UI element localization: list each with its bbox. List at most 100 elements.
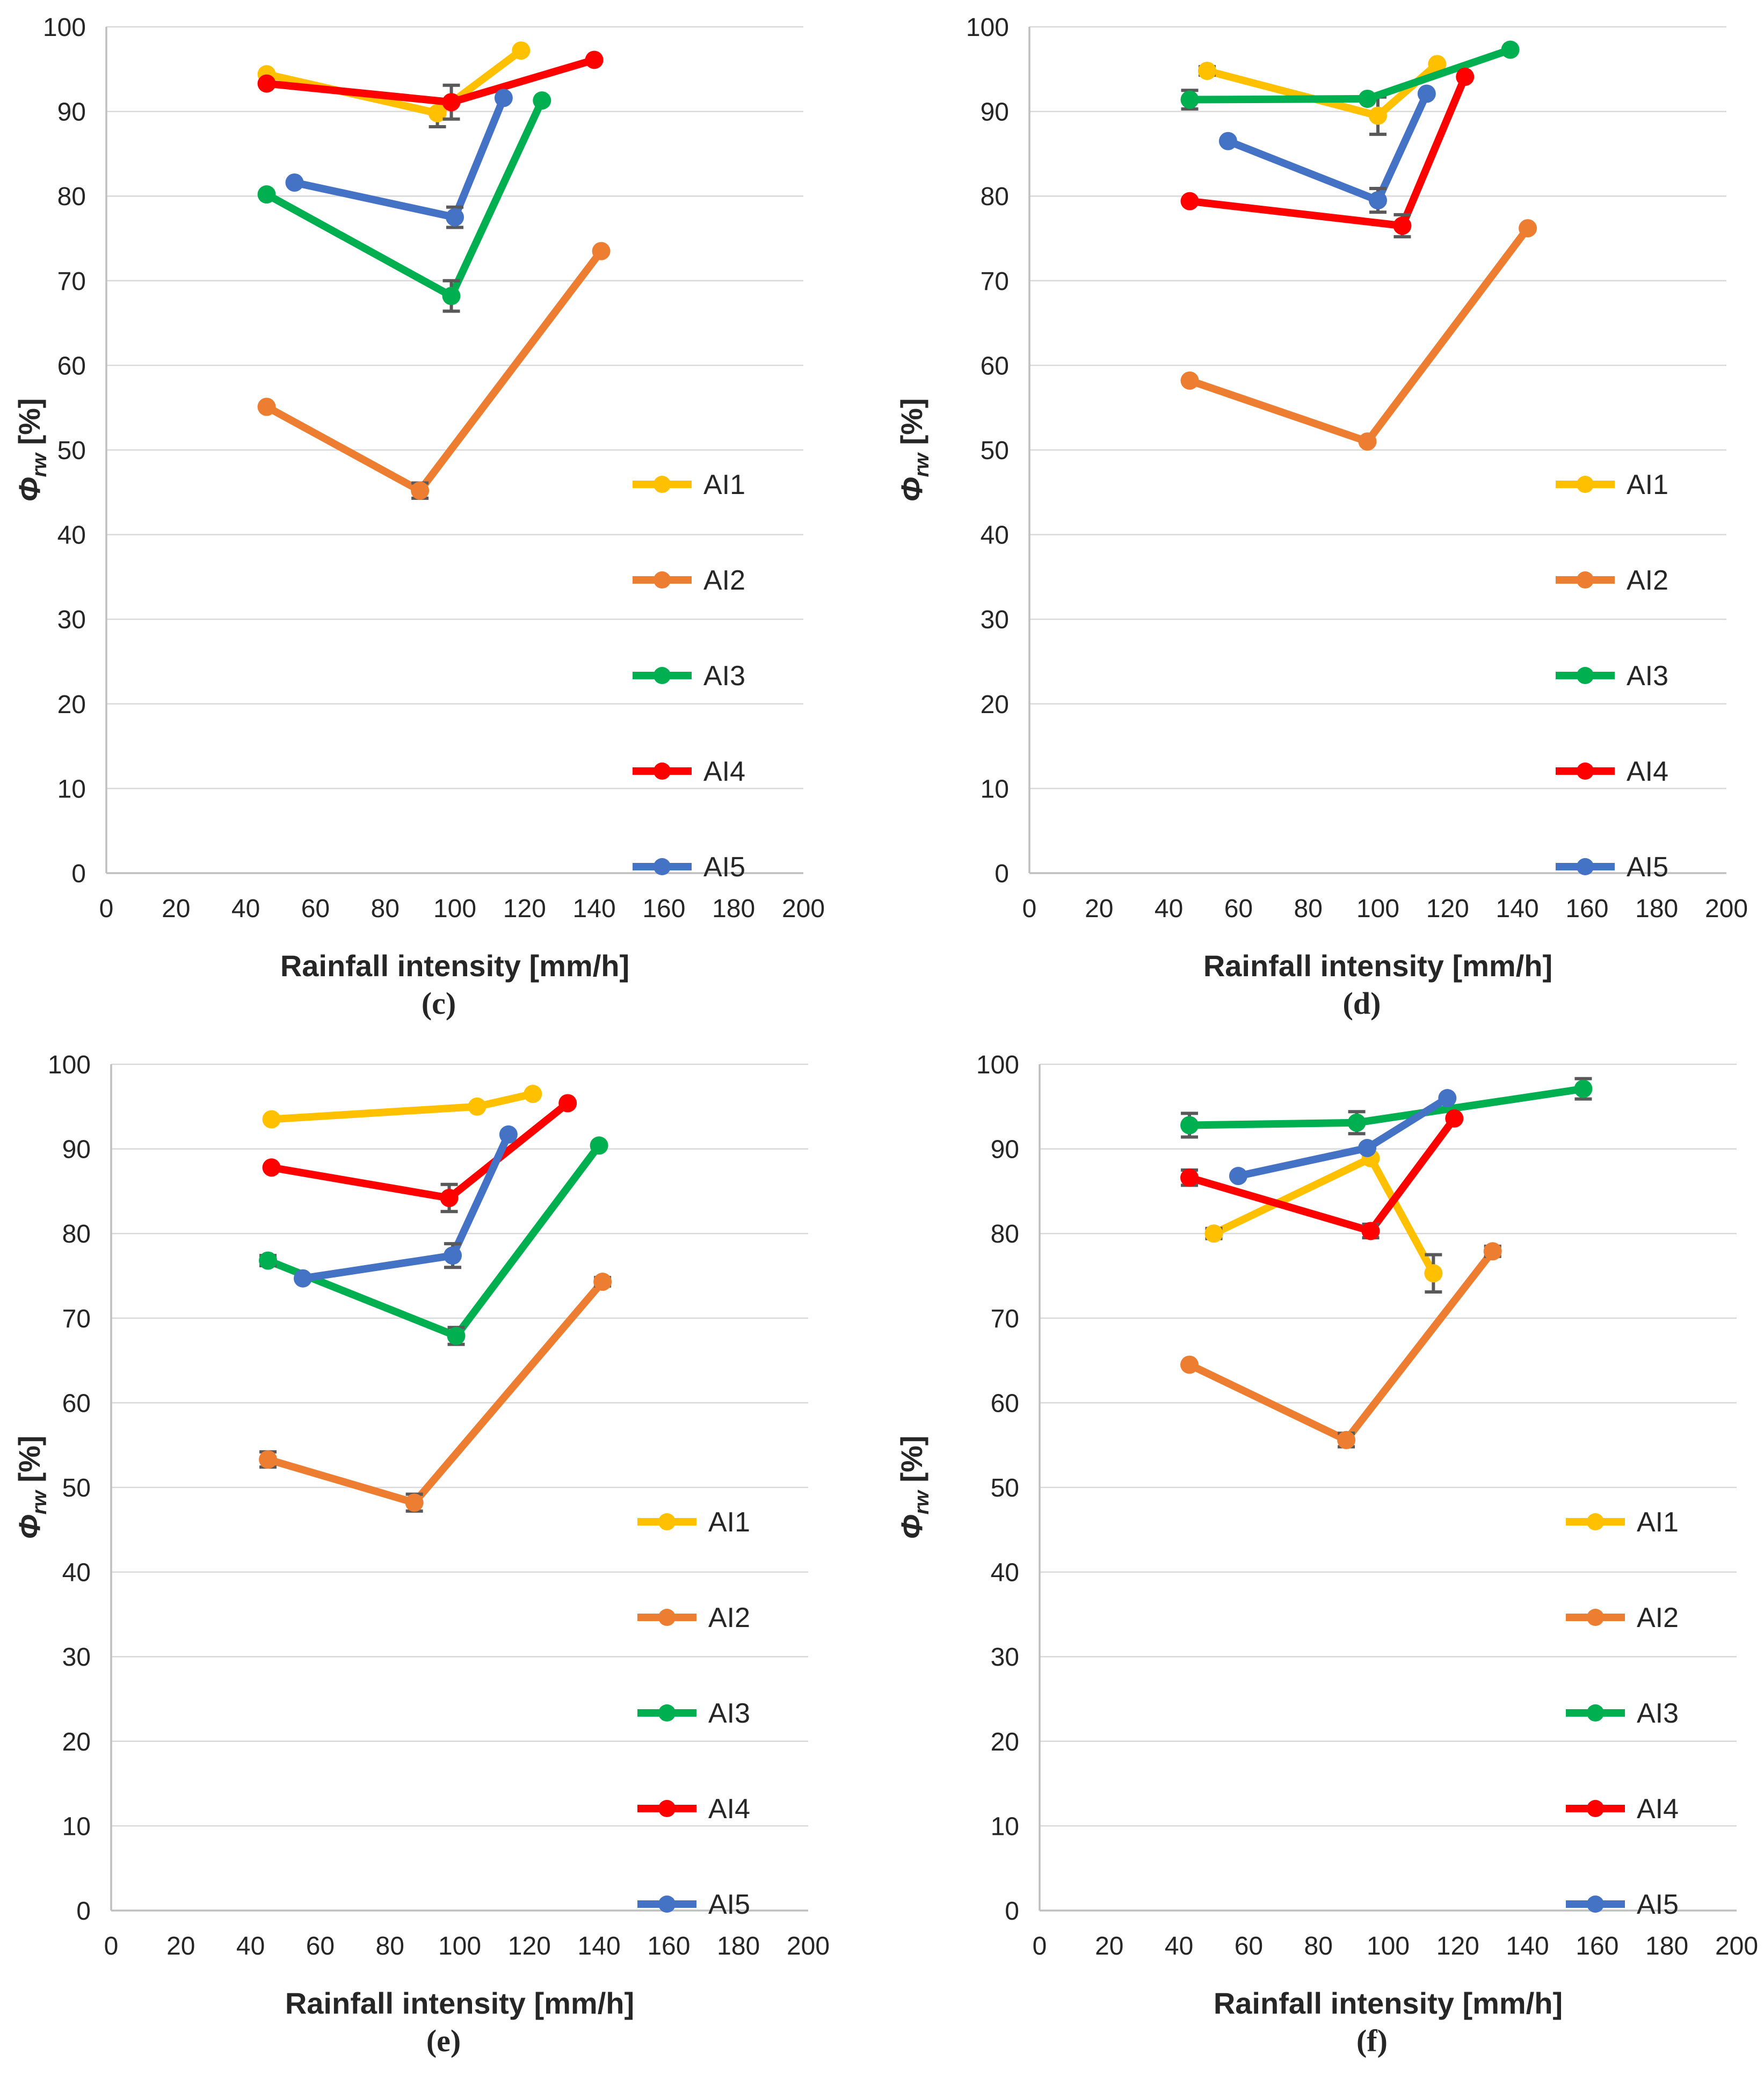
data-point-AI1-2 bbox=[1428, 55, 1447, 74]
y-tick-label-80: 80 bbox=[62, 1220, 91, 1248]
legend-label-AI4: AI4 bbox=[1637, 1793, 1679, 1825]
data-point-AI5-0 bbox=[293, 1269, 312, 1288]
data-point-AI2-0 bbox=[1180, 371, 1199, 390]
x-tick-label-0: 0 bbox=[99, 895, 114, 923]
panel-caption-e: (e) bbox=[426, 2023, 461, 2058]
legend-label-AI3: AI3 bbox=[708, 1698, 750, 1729]
data-point-AI2-2 bbox=[593, 1273, 612, 1291]
data-point-AI2-1 bbox=[411, 481, 430, 500]
legend-label-AI3: AI3 bbox=[1627, 660, 1668, 692]
panel-caption-c: (c) bbox=[422, 986, 456, 1021]
x-tick-label-140: 140 bbox=[578, 1932, 621, 1960]
series-line-AI2 bbox=[1186, 1247, 1497, 1444]
x-tick-label-0: 0 bbox=[104, 1932, 119, 1960]
chart-svg-e: 0 10 20 30 40 50 60 70 80 90 100 0 20 40 60 80 100 120 140… bbox=[12, 1051, 830, 2058]
y-tick-label-50: 50 bbox=[57, 437, 86, 465]
series-line-AI5 bbox=[299, 1130, 512, 1282]
data-point-AI5-1 bbox=[446, 208, 464, 227]
data-point-AI4-1 bbox=[442, 93, 461, 112]
y-tick-label-100: 100 bbox=[976, 1051, 1019, 1079]
x-tick-label-160: 160 bbox=[647, 1932, 690, 1960]
legend-label-AI4: AI4 bbox=[1627, 756, 1668, 787]
x-tick-label-160: 160 bbox=[642, 895, 685, 923]
y-axis-title: Φrw [%] bbox=[12, 1435, 51, 1539]
y-tick-label-10: 10 bbox=[981, 775, 1009, 803]
data-point-AI5-2 bbox=[499, 1125, 518, 1144]
legend-marker-AI2 bbox=[1587, 1609, 1604, 1626]
data-point-AI2-2 bbox=[1519, 219, 1537, 238]
series-line-AI5 bbox=[291, 94, 507, 221]
x-tick-label-180: 180 bbox=[717, 1932, 760, 1960]
x-tick-label-20: 20 bbox=[166, 1932, 195, 1960]
legend-label-AI1: AI1 bbox=[1637, 1507, 1679, 1538]
x-tick-label-100: 100 bbox=[1356, 895, 1399, 923]
x-tick-label-40: 40 bbox=[231, 895, 260, 923]
data-point-AI4-2 bbox=[558, 1094, 577, 1113]
y-tick-label-10: 10 bbox=[57, 775, 86, 803]
data-point-AI5-0 bbox=[285, 173, 304, 192]
legend-marker-AI2 bbox=[1577, 571, 1594, 589]
series-line-AI1 bbox=[263, 47, 525, 117]
data-point-AI4-0 bbox=[1180, 1168, 1199, 1187]
y-tick-label-30: 30 bbox=[57, 606, 86, 634]
y-tick-label-100: 100 bbox=[966, 13, 1009, 42]
data-point-AI5-0 bbox=[1229, 1167, 1247, 1186]
panel-caption-d: (d) bbox=[1343, 986, 1381, 1021]
series-line-AI5 bbox=[1224, 90, 1431, 205]
legend-marker-AI2 bbox=[654, 571, 671, 589]
x-tick-label-80: 80 bbox=[1304, 1932, 1333, 1960]
x-axis-title: Rainfall intensity [mm/h] bbox=[1203, 949, 1552, 983]
y-tick-label-0: 0 bbox=[1005, 1897, 1019, 1926]
y-tick-label-30: 30 bbox=[981, 606, 1009, 634]
legend-label-AI2: AI2 bbox=[1637, 1602, 1679, 1633]
y-tick-label-20: 20 bbox=[57, 691, 86, 719]
legend-marker-AI3 bbox=[1577, 667, 1594, 684]
legend-label-AI2: AI2 bbox=[1627, 565, 1668, 596]
y-tick-label-50: 50 bbox=[991, 1474, 1019, 1502]
data-point-AI1-1 bbox=[428, 104, 447, 122]
data-point-AI4-1 bbox=[1361, 1222, 1380, 1240]
x-tick-label-100: 100 bbox=[1367, 1932, 1410, 1960]
data-point-AI1-1 bbox=[468, 1097, 487, 1116]
y-tick-label-60: 60 bbox=[981, 352, 1009, 380]
data-point-AI3-0 bbox=[1180, 90, 1199, 109]
y-tick-label-50: 50 bbox=[981, 437, 1009, 465]
legend-marker-AI4 bbox=[654, 762, 671, 780]
data-point-AI1-1 bbox=[1369, 106, 1387, 125]
y-tick-label-80: 80 bbox=[981, 183, 1009, 211]
data-point-AI3-0 bbox=[257, 185, 276, 204]
data-point-AI2-0 bbox=[257, 397, 276, 416]
y-tick-label-80: 80 bbox=[991, 1220, 1019, 1248]
legend-marker-AI4 bbox=[1587, 1800, 1604, 1817]
data-point-AI3-2 bbox=[1574, 1079, 1593, 1098]
x-tick-label-200: 200 bbox=[787, 1932, 830, 1960]
data-point-AI3-2 bbox=[590, 1136, 608, 1155]
y-tick-label-30: 30 bbox=[991, 1643, 1019, 1672]
x-tick-label-140: 140 bbox=[573, 895, 616, 923]
x-tick-label-40: 40 bbox=[236, 1932, 265, 1960]
x-tick-label-120: 120 bbox=[1426, 895, 1469, 923]
data-point-AI4-1 bbox=[1393, 216, 1412, 235]
legend-marker-AI1 bbox=[658, 1513, 676, 1530]
y-tick-label-70: 70 bbox=[981, 267, 1009, 296]
x-tick-label-180: 180 bbox=[1645, 1932, 1688, 1960]
legend-label-AI4: AI4 bbox=[703, 756, 745, 787]
data-point-AI5-2 bbox=[1417, 84, 1436, 103]
chart-svg-c: 0 10 20 30 40 50 60 70 80 90 100 0 20 40 60 80 100 120 140… bbox=[12, 13, 825, 1021]
legend-marker-AI3 bbox=[658, 1704, 676, 1722]
legend-marker-AI5 bbox=[1577, 858, 1594, 875]
series-line-AI1 bbox=[267, 1090, 537, 1123]
y-tick-label-70: 70 bbox=[62, 1305, 91, 1333]
y-tick-label-0: 0 bbox=[994, 860, 1009, 888]
y-tick-label-70: 70 bbox=[57, 267, 86, 296]
data-point-AI5-1 bbox=[1358, 1139, 1377, 1158]
x-tick-label-20: 20 bbox=[1095, 1932, 1123, 1960]
y-tick-label-60: 60 bbox=[57, 352, 86, 380]
legend-marker-AI1 bbox=[1577, 476, 1594, 493]
x-tick-label-40: 40 bbox=[1155, 895, 1183, 923]
x-tick-label-140: 140 bbox=[1496, 895, 1539, 923]
x-tick-label-0: 0 bbox=[1033, 1932, 1047, 1960]
y-axis-title: Φrw [%] bbox=[12, 398, 51, 502]
data-point-AI5-2 bbox=[494, 89, 513, 107]
legend-marker-AI5 bbox=[658, 1896, 676, 1913]
